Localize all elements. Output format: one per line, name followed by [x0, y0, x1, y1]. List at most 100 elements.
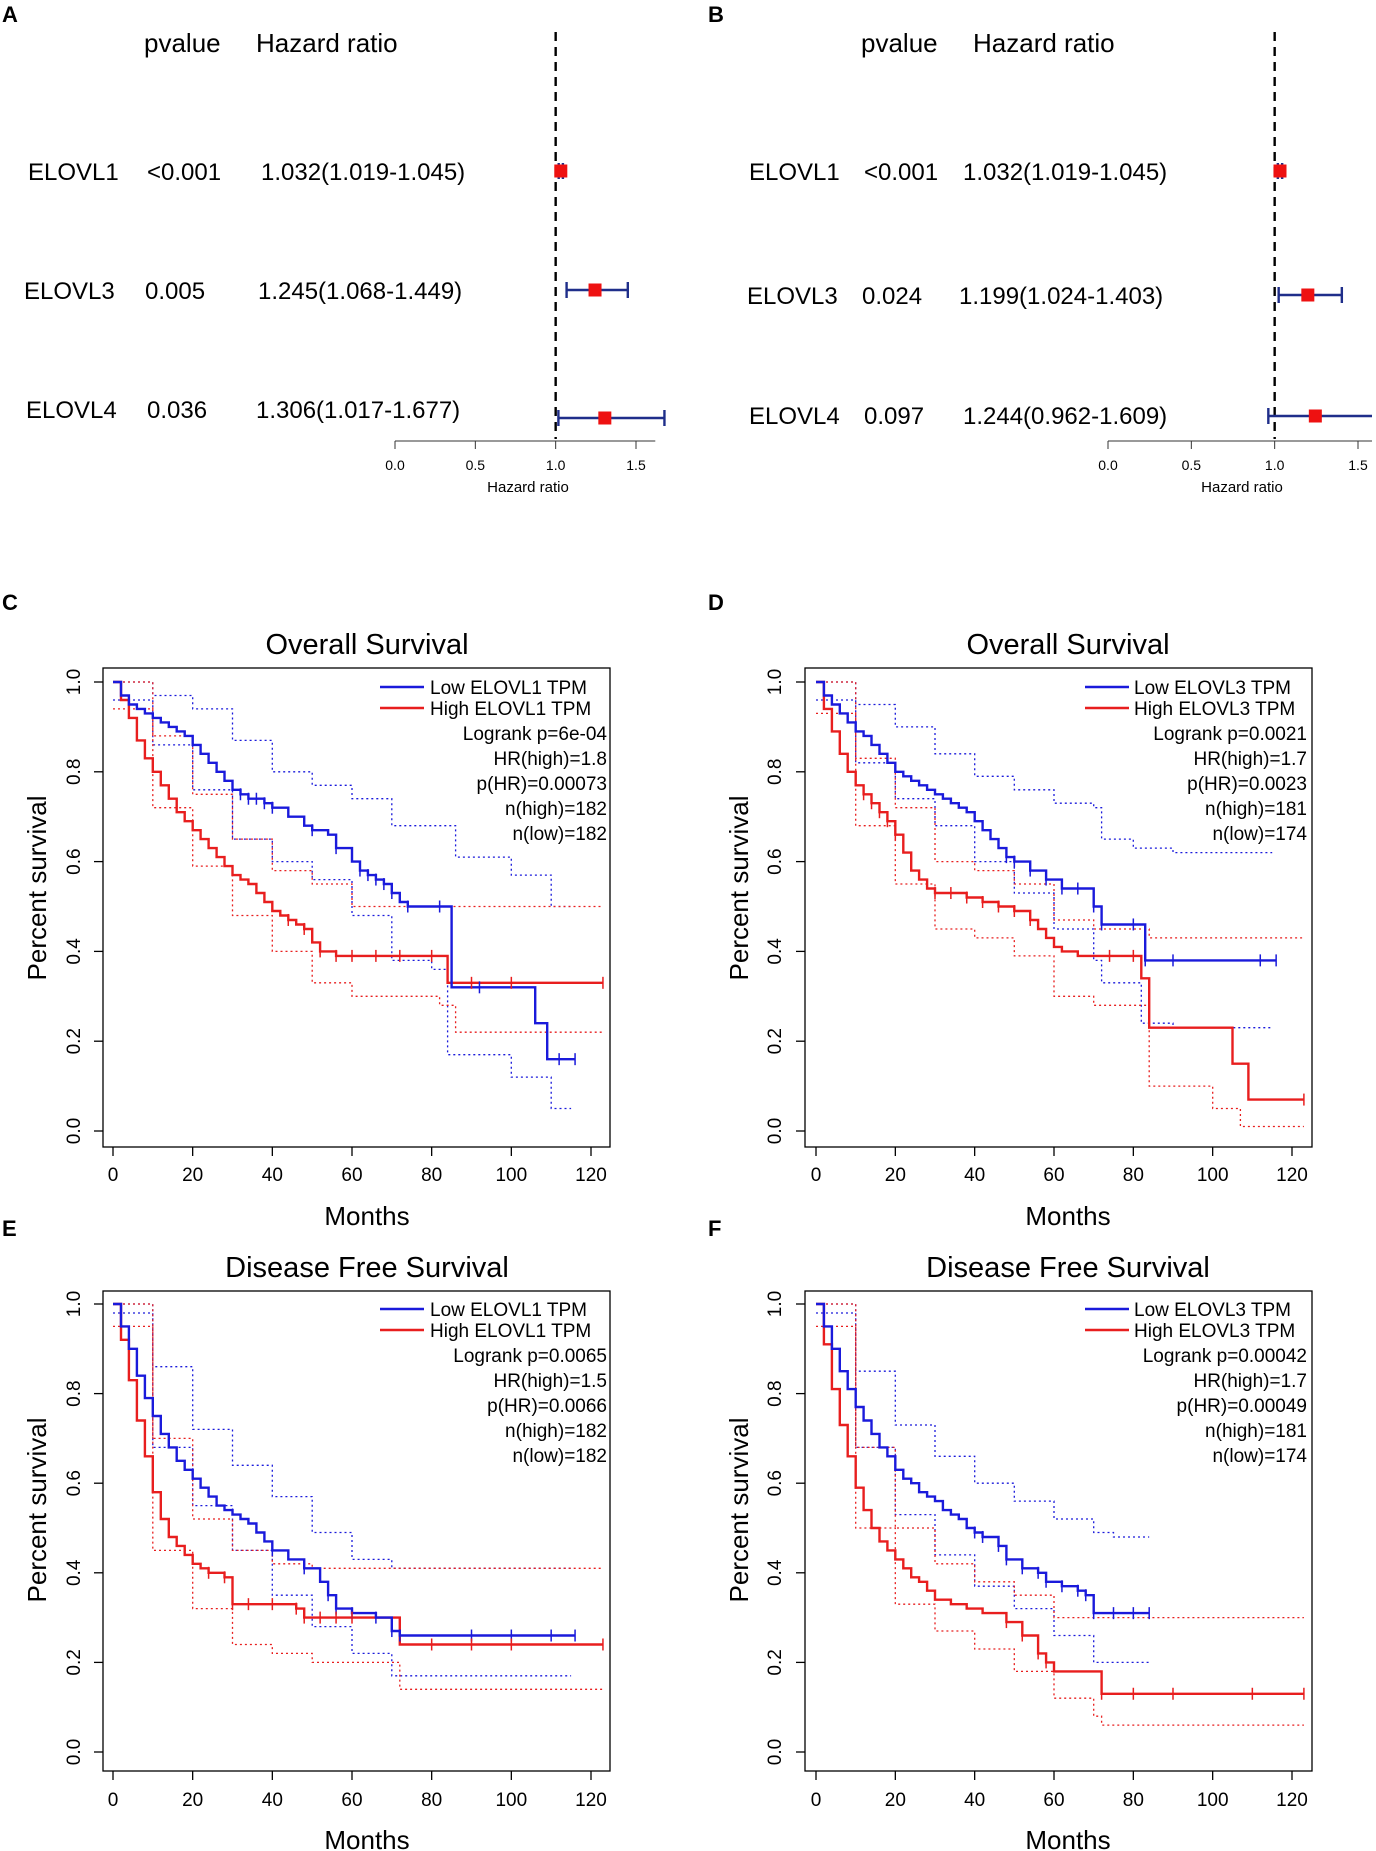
legend-high-label: High ELOVL1 TPM	[430, 1321, 591, 1342]
stat-n-high: n(high)=181	[1205, 799, 1307, 820]
col-header-hazard-ratio: Hazard ratio	[973, 28, 1115, 58]
km-x-tick-label: 80	[421, 1165, 442, 1186]
km-x-tick-label: 60	[341, 1165, 362, 1186]
km-y-tick-label: 0.0	[64, 1118, 85, 1144]
stat-logrank: Logrank p=0.00042	[1143, 1346, 1307, 1367]
km-plot-area: 0 20 40 60 80 100 120 0.0 0.2 0.4 0.6 0.8 1.0	[64, 1290, 611, 1811]
km-x-axis-label: Months	[324, 1825, 409, 1851]
legend-low-label: Low ELOVL3 TPM	[1134, 678, 1291, 699]
km-y-tick-label: 0.8	[765, 1380, 786, 1406]
stat-p-hr: p(HR)=0.00073	[477, 774, 607, 795]
panel-letter-a: A	[2, 2, 18, 27]
forest-tick-label: 0.5	[1182, 457, 1202, 473]
km-title: Overall Survival	[966, 629, 1169, 661]
forest-tick-label: 1.0	[1265, 457, 1285, 473]
km-y-tick-label: 0.6	[64, 848, 85, 874]
km-x-tick-label: 100	[1197, 1165, 1229, 1186]
low-survival-curve	[816, 680, 1277, 962]
gene-label: ELOVL1	[749, 159, 840, 186]
km-y-axis-label: Percent survival	[22, 796, 52, 981]
km-legend: Low ELOVL1 TPM High ELOVL1 TPM Logrank p…	[380, 1300, 607, 1467]
high-survival-curve	[113, 680, 603, 984]
gene-label: ELOVL1	[28, 159, 119, 186]
km-x-tick-label: 120	[1276, 1165, 1308, 1186]
km-y-tick-label: 1.0	[765, 669, 786, 695]
km-y-tick-label: 0.0	[765, 1739, 786, 1765]
km-x-axis-label: Months	[1025, 1825, 1110, 1851]
km-x-tick-label: 40	[262, 1165, 283, 1186]
km-y-tick-label: 0.2	[765, 1028, 786, 1054]
forest-axis-label: Hazard ratio	[1201, 479, 1283, 496]
km-x-tick-label: 20	[182, 1790, 203, 1811]
forest-tick-label: 1.5	[626, 457, 646, 473]
km-x-tick-label: 60	[1043, 1165, 1064, 1186]
km-y-tick-label: 0.8	[765, 759, 786, 785]
panel-letter-b: B	[708, 2, 724, 27]
stat-logrank: Logrank p=0.0065	[453, 1346, 607, 1367]
km-y-tick-label: 1.0	[765, 1291, 786, 1317]
km-y-tick-label: 0.0	[765, 1118, 786, 1144]
km-legend: Low ELOVL1 TPM High ELOVL1 TPM Logrank p…	[380, 678, 607, 845]
pvalue-label: 0.097	[864, 403, 924, 430]
forest-panel-b: B pvalue Hazard ratio ELOVL1 <0.001 1.03…	[708, 2, 1372, 496]
stat-p-hr: p(HR)=0.00049	[1177, 1396, 1307, 1417]
km-y-tick-label: 0.6	[765, 848, 786, 874]
km-y-tick-label: 0.8	[64, 759, 85, 785]
km-panel-e: E Disease Free Survival Months Percent s…	[2, 1216, 611, 1851]
stat-n-low: n(low)=182	[512, 824, 607, 845]
low-ci-upper	[113, 1303, 572, 1569]
legend-low-label: Low ELOVL1 TPM	[430, 678, 587, 699]
pvalue-label: <0.001	[147, 159, 221, 186]
stat-n-high: n(high)=181	[1205, 1421, 1307, 1442]
legend-low-label: Low ELOVL3 TPM	[1134, 1300, 1291, 1321]
gene-label: ELOVL3	[747, 283, 838, 310]
high-ci-lower	[113, 708, 603, 1033]
low-ci-upper	[816, 681, 1273, 854]
km-plot-area: 0 20 40 60 80 100 120 0.0 0.2 0.4 0.6 0.8 1.0	[765, 667, 1313, 1186]
km-y-tick-label: 0.4	[64, 938, 85, 965]
km-y-tick-label: 0.8	[64, 1380, 85, 1406]
km-legend: Low ELOVL3 TPM High ELOVL3 TPM Logrank p…	[1085, 1300, 1307, 1467]
gene-label: ELOVL4	[26, 397, 117, 424]
forest-tick-label: 0.5	[466, 457, 486, 473]
legend-low-label: Low ELOVL1 TPM	[430, 1300, 587, 1321]
panel-letter-f: F	[708, 1216, 721, 1241]
km-x-tick-label: 100	[1197, 1790, 1229, 1811]
km-x-tick-label: 20	[885, 1790, 906, 1811]
km-x-tick-label: 60	[341, 1790, 362, 1811]
km-frame	[804, 1290, 1313, 1772]
high-survival-curve	[816, 1302, 1304, 1695]
hr-point	[598, 411, 612, 425]
km-x-tick-label: 80	[1123, 1790, 1144, 1811]
km-x-tick-label: 20	[182, 1165, 203, 1186]
km-x-tick-label: 40	[262, 1790, 283, 1811]
stat-p-hr: p(HR)=0.0023	[1187, 774, 1307, 795]
stat-logrank: Logrank p=0.0021	[1153, 724, 1307, 745]
km-y-axis-label: Percent survival	[22, 1418, 52, 1603]
col-header-pvalue: pvalue	[144, 28, 221, 58]
km-frame	[804, 667, 1313, 1148]
hr-label: 1.199(1.024-1.403)	[959, 283, 1163, 310]
km-x-tick-label: 0	[811, 1165, 822, 1186]
high-ci-upper	[816, 681, 1304, 939]
legend-high-label: High ELOVL1 TPM	[430, 699, 591, 720]
km-x-tick-label: 40	[964, 1165, 985, 1186]
low-ci-lower	[816, 699, 1273, 1029]
panel-letter-c: C	[2, 590, 18, 615]
hr-point	[1308, 409, 1322, 423]
stat-logrank: Logrank p=6e-04	[463, 724, 608, 745]
stat-n-low: n(low)=182	[512, 1446, 607, 1467]
gene-label: ELOVL4	[749, 403, 840, 430]
km-y-tick-label: 0.4	[765, 1559, 786, 1586]
stat-n-low: n(low)=174	[1212, 1446, 1307, 1467]
pvalue-label: 0.005	[145, 278, 205, 305]
hr-point	[1301, 288, 1315, 302]
km-x-tick-label: 0	[108, 1165, 119, 1186]
km-y-tick-label: 0.4	[64, 1559, 85, 1586]
hr-point	[554, 164, 568, 178]
forest-tick-label: 0.0	[1098, 457, 1118, 473]
km-y-tick-label: 1.0	[64, 669, 85, 695]
col-header-pvalue: pvalue	[861, 28, 938, 58]
km-x-axis-label: Months	[324, 1201, 409, 1231]
